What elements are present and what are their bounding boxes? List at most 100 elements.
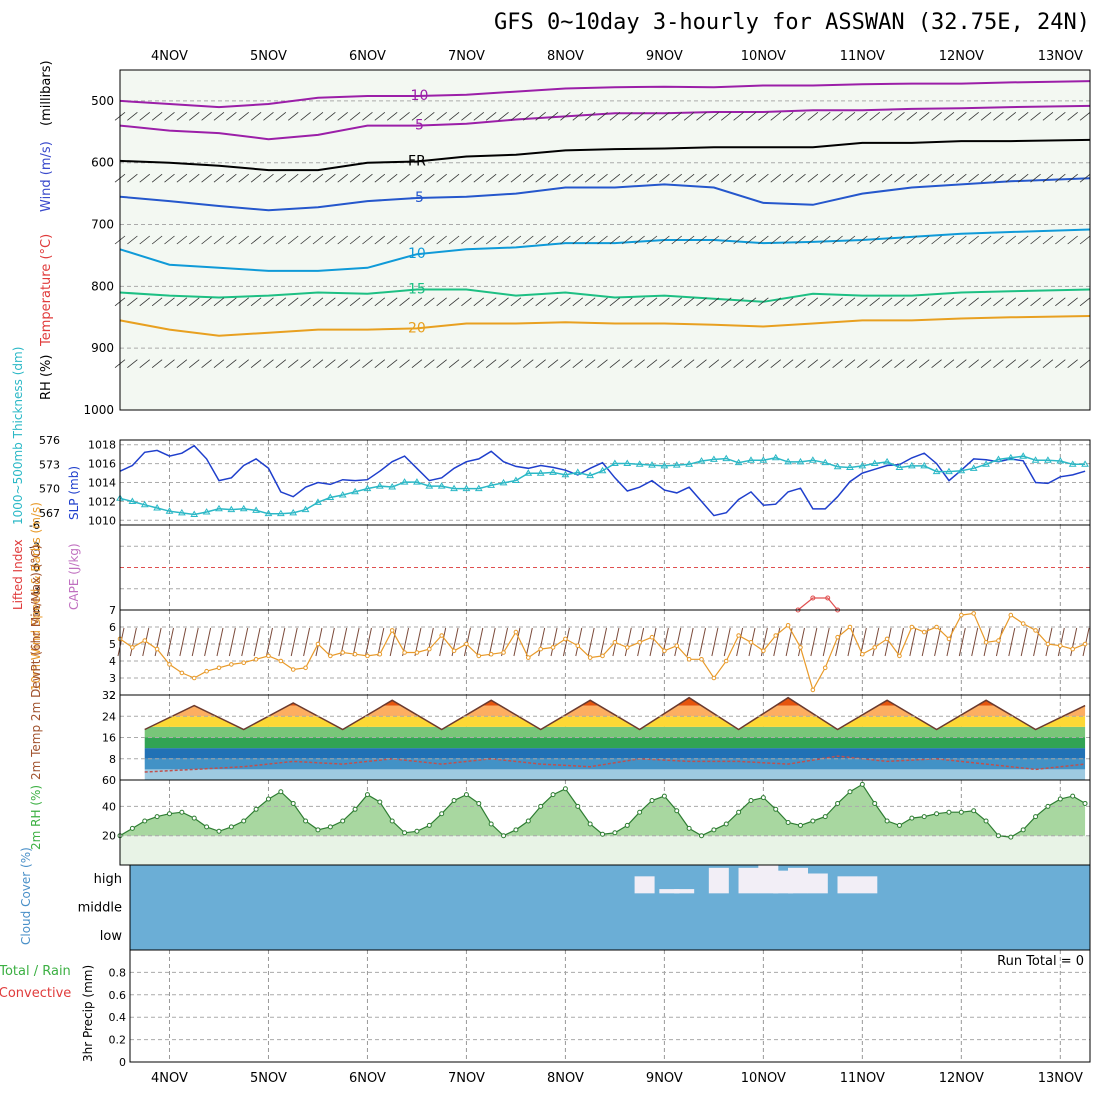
wind-barb [349, 359, 361, 368]
wind-ylabel-text: 10m Wind Speed & Barbs (m/s) [29, 502, 43, 691]
wind-barb [560, 173, 571, 183]
temp-tick-label: 60 [102, 774, 116, 787]
top-day-label: 9NOV [646, 49, 683, 64]
wind-barb [1030, 359, 1041, 368]
rh-marker [847, 789, 853, 795]
wind-barb [191, 627, 199, 657]
series-marker [796, 457, 805, 465]
wind-barb [810, 627, 818, 657]
pressure-tick-label: 800 [91, 279, 114, 293]
wind-barb [971, 627, 979, 657]
rh-marker [649, 798, 655, 804]
wind-barb [708, 173, 720, 183]
top-day-label: 6NOV [349, 49, 386, 64]
rh-marker [191, 815, 197, 821]
temp-tick-label: 32 [102, 689, 116, 702]
series-line [119, 455, 1086, 516]
thickness-tick-label: 567 [39, 507, 60, 520]
rh-marker [785, 820, 791, 825]
wind-barb [325, 235, 336, 245]
wind-barb [263, 112, 274, 121]
wind-barb [646, 173, 658, 183]
wind-barb [683, 297, 695, 307]
wind-barb [584, 112, 596, 121]
wind-barb [609, 112, 621, 121]
wind-barb [164, 297, 175, 307]
upper-air-frame [119, 69, 1091, 411]
rh-marker [451, 798, 457, 804]
rh-tick-label: 40 [102, 800, 116, 813]
series-marker [982, 460, 990, 467]
rh-marker [166, 811, 172, 817]
wind-speed-marker [1008, 612, 1014, 618]
run-total-annotation: Run Total = 0 [997, 954, 1084, 969]
li-tick-label: 3 [33, 583, 40, 596]
wind-barb [176, 112, 188, 121]
precip-ylabel-text: 3hr Precip (mm) [81, 965, 95, 1062]
wind-speed-marker [996, 638, 1001, 643]
rh-marker [142, 818, 148, 824]
wind-barb [312, 173, 324, 183]
pressure-tick-label: 500 [91, 94, 114, 108]
wind-barb [609, 173, 621, 183]
wind-barb [164, 112, 175, 121]
wind-speed-marker [1020, 621, 1026, 626]
wind-speed-marker [179, 670, 185, 676]
wind-speed-marker [959, 612, 964, 618]
wind-barb [1005, 173, 1017, 183]
rh-marker [921, 814, 927, 820]
series-marker [561, 470, 570, 478]
contour-label: -5 [410, 118, 424, 134]
rh-marker [562, 786, 568, 792]
wind-barb [250, 359, 262, 368]
wind-speed-marker [748, 640, 754, 645]
wind-barb [377, 627, 385, 657]
wind-barb [424, 359, 435, 368]
wind-barb [931, 359, 942, 368]
rh-marker [488, 821, 494, 827]
wind-speed-marker [686, 657, 692, 662]
slp-tick-label: 1012 [88, 495, 116, 508]
wind-barb [300, 235, 311, 245]
wind-barb [461, 173, 472, 183]
wind-barb [956, 235, 967, 245]
wind-speed-marker [414, 650, 420, 655]
wind-barb [176, 297, 188, 307]
series-marker [400, 478, 409, 485]
rh-marker [327, 824, 333, 830]
wind-speed-marker [934, 624, 939, 630]
wind-barb [1017, 297, 1029, 307]
series-marker [709, 455, 718, 462]
wind-barb [337, 359, 348, 368]
wind-barb [1055, 235, 1066, 245]
wind-barb [1042, 173, 1054, 183]
wind-barb [931, 112, 942, 121]
wind-barb [1033, 627, 1041, 657]
wind-barb [844, 297, 856, 307]
rh-marker [426, 822, 432, 828]
wind-barb [562, 627, 570, 657]
wind-barb [201, 112, 212, 121]
contour-label: -10 [406, 88, 429, 104]
wind-barb [485, 173, 497, 183]
wind-barb [337, 173, 348, 183]
wind-barb [349, 173, 361, 183]
chart-title: GFS 0~10day 3-hourly for ASSWAN (32.75E,… [493, 10, 1090, 35]
series-marker [301, 505, 310, 513]
wind-barb [386, 297, 398, 307]
wind-barb [622, 112, 633, 121]
wind-speed-marker [835, 634, 840, 640]
wind-barb [993, 297, 1004, 307]
wind-barb [399, 297, 410, 307]
wind-barb [127, 112, 138, 121]
wind-barb [844, 359, 856, 368]
pressure-tick-label: 900 [91, 341, 114, 355]
contour-line [119, 177, 1091, 212]
wind-speed-marker [723, 658, 729, 664]
rh-marker [1082, 800, 1088, 806]
bottom-day-label: 6NOV [349, 1071, 386, 1086]
wind-barb [634, 359, 645, 368]
series-marker [450, 484, 458, 492]
wind-barb [226, 112, 237, 121]
rh-marker [129, 825, 135, 831]
